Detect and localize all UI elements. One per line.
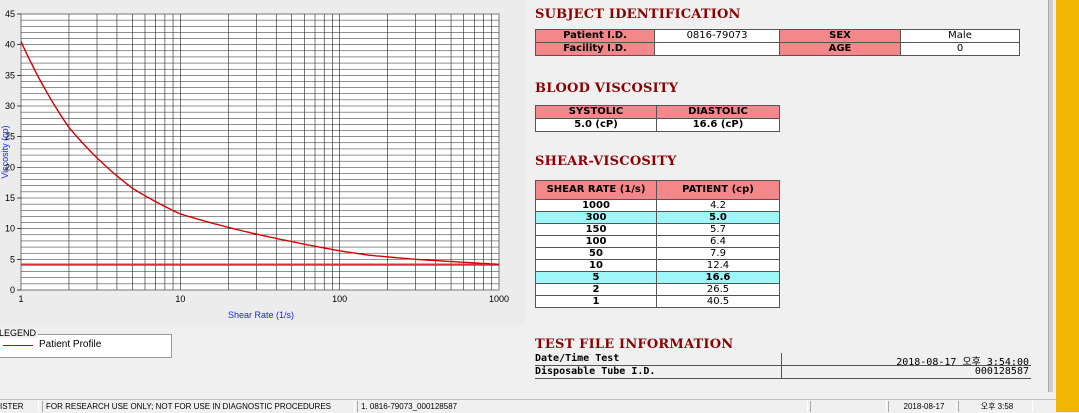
subject-section-title: SUBJECT IDENTIFICATION — [535, 7, 741, 22]
y-tick-label: 40 — [5, 40, 15, 50]
shear-section-title: SHEAR-VISCOSITY — [535, 154, 677, 169]
y-tick-label: 25 — [5, 132, 15, 142]
subject-table: Patient I.D. 0816-79073 SEX Male Facilit… — [535, 29, 1020, 56]
sex-value: Male — [900, 29, 1020, 43]
datetime-row: Date/Time Test 2018-08-17 오후 3:54:00 — [535, 353, 1031, 368]
shear-viscosity-table: SHEAR RATE (1/s) PATIENT (cp) 1000 4.2 30… — [535, 180, 780, 308]
age-label: AGE — [779, 42, 901, 56]
facility-id-label: Facility I.D. — [535, 42, 655, 56]
window-edge — [1056, 0, 1079, 412]
tube-label: Disposable Tube I.D. — [535, 366, 656, 377]
legend-label: Patient Profile — [39, 339, 102, 350]
viscosity-chart: 0 5 10 15 20 25 30 35 40 45 1 10 100 1000 Viscosity (… — [0, 0, 525, 325]
x-tick-label: 1000 — [489, 294, 509, 304]
patient-value-cell: 6.4 — [656, 235, 780, 248]
shear-rate-cell: 50 — [535, 247, 657, 260]
x-tick-label: 10 — [175, 294, 185, 304]
vertical-scrollbar[interactable] — [1048, 0, 1053, 392]
status-date: 2018-08-17 — [888, 401, 957, 412]
series-line-patient-profile — [20, 41, 500, 265]
y-tick-label: 45 — [5, 9, 15, 19]
y-tick-label: 35 — [5, 70, 15, 80]
axis-ticks: 0 5 10 15 20 25 30 35 40 45 1 10 100 1000 — [5, 9, 509, 304]
series-layer — [20, 41, 500, 265]
legend-swatch — [3, 345, 33, 346]
shear-rate-cell: 300 — [535, 211, 657, 224]
y-tick-label: 15 — [5, 193, 15, 203]
patient-value-cell: 4.2 — [656, 199, 780, 212]
diastolic-label: DIASTOLIC — [656, 105, 780, 119]
status-bar: ISTER FOR RESEARCH USE ONLY; NOT FOR USE… — [0, 399, 1056, 413]
plot-area — [20, 13, 500, 291]
y-tick-label: 0 — [10, 285, 15, 295]
datetime-label: Date/Time Test — [535, 353, 620, 364]
y-tick-label: 30 — [5, 101, 15, 111]
chart-svg: 0 5 10 15 20 25 30 35 40 45 1 10 100 1000 Viscosity (… — [0, 9, 509, 320]
x-axis-label: Shear Rate (1/s) — [228, 310, 294, 320]
grid-lines — [21, 14, 499, 290]
x-tick-label: 100 — [332, 294, 347, 304]
patient-value-cell: 16.6 — [656, 271, 780, 284]
y-tick-label: 10 — [5, 224, 15, 234]
shear-rate-cell: 1000 — [535, 199, 657, 212]
diastolic-value: 16.6 (cP) — [656, 118, 780, 132]
patient-value-cell: 12.4 — [656, 259, 780, 272]
legend-title: LEGEND — [0, 328, 39, 338]
shear-rate-cell: 150 — [535, 223, 657, 236]
tube-row: Disposable Tube I.D. 000128587 — [535, 366, 1031, 379]
shear-rate-cell: 1 — [535, 295, 657, 308]
testinfo-section-title: TEST FILE INFORMATION — [535, 337, 734, 352]
blood-section-title: BLOOD VISCOSITY — [535, 81, 679, 96]
status-file: 1. 0816-79073_000128587 — [357, 401, 808, 412]
status-empty — [810, 401, 887, 412]
shear-rate-header: SHEAR RATE (1/s) — [535, 180, 657, 200]
x-tick-label: 1 — [18, 294, 23, 304]
y-tick-label: 5 — [10, 254, 15, 264]
shear-rate-cell: 2 — [535, 283, 657, 296]
tube-value: 000128587 — [974, 366, 1029, 377]
shear-rate-cell: 100 — [535, 235, 657, 248]
age-value: 0 — [900, 42, 1020, 56]
shear-rate-cell: 5 — [535, 271, 657, 284]
systolic-value: 5.0 (cP) — [535, 118, 657, 132]
status-time: 오후 3:58 — [958, 401, 1033, 412]
patient-value-cell: 7.9 — [656, 247, 780, 260]
shear-rate-cell: 10 — [535, 259, 657, 272]
facility-id-value — [654, 42, 780, 56]
y-tick-label: 20 — [5, 162, 15, 172]
systolic-label: SYSTOLIC — [535, 105, 657, 119]
status-mode: ISTER — [0, 401, 39, 412]
patient-value-cell: 5.0 — [656, 211, 780, 224]
patient-header: PATIENT (cp) — [656, 180, 780, 200]
patient-value-cell: 26.5 — [656, 283, 780, 296]
patient-value-cell: 5.7 — [656, 223, 780, 236]
patient-id-value: 0816-79073 — [654, 29, 780, 43]
patient-id-label: Patient I.D. — [535, 29, 655, 43]
blood-viscosity-table: SYSTOLIC DIASTOLIC 5.0 (cP) 16.6 (cP) — [535, 105, 780, 132]
sex-label: SEX — [779, 29, 901, 43]
status-notice: FOR RESEARCH USE ONLY; NOT FOR USE IN DI… — [42, 401, 355, 412]
datetime-value: 2018-08-17 오후 3:54:00 — [896, 357, 1029, 368]
legend: LEGEND Patient Profile — [0, 328, 172, 358]
y-axis-label: Viscosity (cp) — [0, 125, 10, 178]
patient-value-cell: 40.5 — [656, 295, 780, 308]
